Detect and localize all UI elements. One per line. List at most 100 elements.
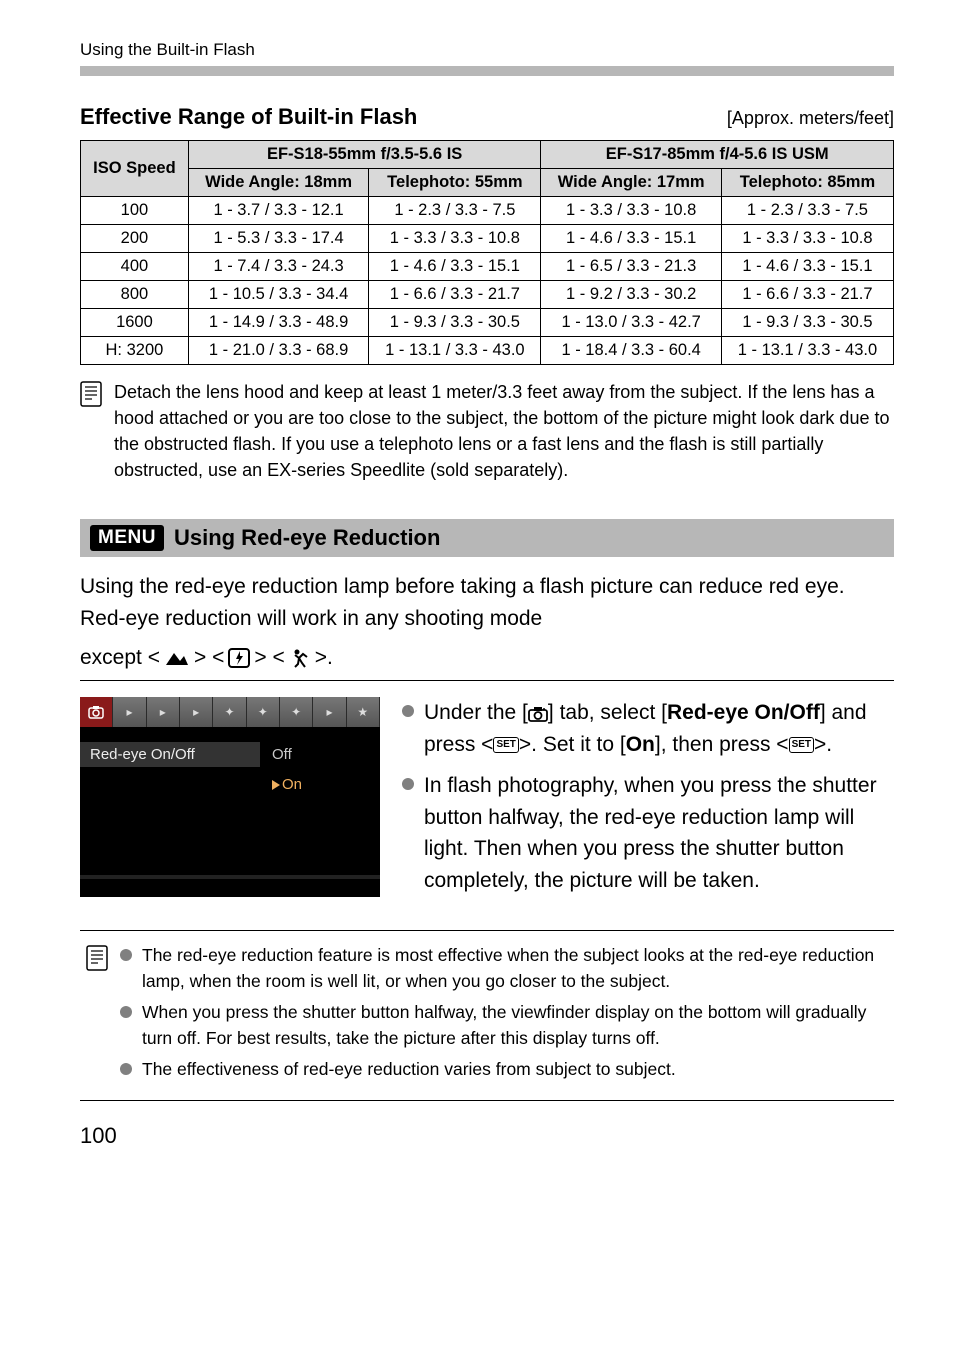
except-line: except < > < > < >. xyxy=(80,646,894,670)
cell: 1 - 4.6 / 3.3 - 15.1 xyxy=(541,225,721,253)
cell: 1 - 13.0 / 3.3 - 42.7 xyxy=(541,309,721,337)
iso-cell: 1600 xyxy=(81,309,189,337)
except-text: > < xyxy=(254,646,284,670)
menu-row: On xyxy=(80,769,380,799)
top-rule xyxy=(80,66,894,76)
cell: 1 - 4.6 / 3.3 - 15.1 xyxy=(369,253,541,281)
cell: 1 - 2.3 / 3.3 - 7.5 xyxy=(721,197,893,225)
redeye-section-bar: MENU Using Red-eye Reduction xyxy=(80,519,894,557)
t: Under the [ xyxy=(424,701,528,724)
iso-cell: 100 xyxy=(81,197,189,225)
bullet-disc-icon xyxy=(402,778,414,790)
camera-menu-screenshot: ▸ ▸ ▸ ✦ ✦ ✦ ▸ ★ Red-eye On/Off Off On xyxy=(80,697,380,897)
flash-off-icon xyxy=(228,648,250,668)
menu-row: Red-eye On/Off Off xyxy=(80,739,380,769)
tab-icon: ▸ xyxy=(113,697,146,727)
cell: 1 - 6.5 / 3.3 - 21.3 xyxy=(541,253,721,281)
cell: 1 - 6.6 / 3.3 - 21.7 xyxy=(369,281,541,309)
menu-badge: MENU xyxy=(90,525,164,551)
cell: 1 - 10.5 / 3.3 - 34.4 xyxy=(188,281,368,309)
table-row: H: 3200 1 - 21.0 / 3.3 - 68.9 1 - 13.1 /… xyxy=(81,337,894,365)
redeye-intro: Using the red-eye reduction lamp before … xyxy=(80,571,894,634)
t: Red-eye On/Off xyxy=(667,701,820,724)
camera-tab-icon xyxy=(528,706,548,722)
menu-spacer xyxy=(80,780,260,788)
iso-cell: 200 xyxy=(81,225,189,253)
sports-icon xyxy=(289,648,311,668)
tab-icon: ▸ xyxy=(313,697,346,727)
t: On xyxy=(626,733,655,756)
cell: 1 - 3.7 / 3.3 - 12.1 xyxy=(188,197,368,225)
footer-note-item: When you press the shutter button halfwa… xyxy=(120,1000,888,1051)
cell: 1 - 7.4 / 3.3 - 24.3 xyxy=(188,253,368,281)
divider xyxy=(80,680,894,681)
tab-icon: ★ xyxy=(347,697,380,727)
menu-option-on-label: On xyxy=(282,776,302,793)
lens1-header: EF-S18-55mm f/3.5-5.6 IS xyxy=(188,141,541,169)
table-row: 200 1 - 5.3 / 3.3 - 17.4 1 - 3.3 / 3.3 -… xyxy=(81,225,894,253)
tab-strip: ▸ ▸ ▸ ✦ ✦ ✦ ▸ ★ xyxy=(80,697,380,727)
except-text: >. xyxy=(315,646,333,670)
set-icon: SET xyxy=(493,737,518,753)
table-row: 800 1 - 10.5 / 3.3 - 34.4 1 - 6.6 / 3.3 … xyxy=(81,281,894,309)
footer-note-item: The red-eye reduction feature is most ef… xyxy=(120,943,888,994)
bullet-item: Under the [ ] tab, select [Red-eye On/Off… xyxy=(402,697,894,760)
bullet-text: In flash photography, when you press the… xyxy=(424,770,894,896)
tab-icon: ✦ xyxy=(213,697,246,727)
lens2-tele: Telephoto: 85mm xyxy=(721,169,893,197)
range-title: Effective Range of Built-in Flash xyxy=(80,104,417,130)
menu-option-on: On xyxy=(260,772,314,797)
set-icon: SET xyxy=(789,737,814,753)
bullet-item: In flash photography, when you press the… xyxy=(402,770,894,896)
tab-icon: ✦ xyxy=(247,697,280,727)
table-row: 1600 1 - 14.9 / 3.3 - 48.9 1 - 9.3 / 3.3… xyxy=(81,309,894,337)
t: >. xyxy=(814,733,832,756)
iso-header: ISO Speed xyxy=(81,141,189,197)
cell: 1 - 5.3 / 3.3 - 17.4 xyxy=(188,225,368,253)
screenshot-bottom-bar xyxy=(80,875,380,879)
redeye-title: Using Red-eye Reduction xyxy=(174,525,440,551)
tab-icon: ▸ xyxy=(147,697,180,727)
landscape-icon xyxy=(164,649,190,667)
bullet-disc-icon xyxy=(402,705,414,717)
t: >. Set it to [ xyxy=(519,733,626,756)
footer-note-item: The effectiveness of red-eye reduction v… xyxy=(120,1057,888,1082)
t: ], then press < xyxy=(655,733,789,756)
cell: 1 - 9.3 / 3.3 - 30.5 xyxy=(721,309,893,337)
iso-cell: 800 xyxy=(81,281,189,309)
cell: 1 - 13.1 / 3.3 - 43.0 xyxy=(721,337,893,365)
footer-note-text: When you press the shutter button halfwa… xyxy=(142,1000,888,1051)
menu-option-off: Off xyxy=(260,742,304,767)
cell: 1 - 21.0 / 3.3 - 68.9 xyxy=(188,337,368,365)
cell: 1 - 3.3 / 3.3 - 10.8 xyxy=(721,225,893,253)
footer-note-text: The red-eye reduction feature is most ef… xyxy=(142,943,888,994)
lens2-wide: Wide Angle: 17mm xyxy=(541,169,721,197)
cell: 1 - 3.3 / 3.3 - 10.8 xyxy=(369,225,541,253)
lens1-tele: Telephoto: 55mm xyxy=(369,169,541,197)
iso-cell: H: 3200 xyxy=(81,337,189,365)
range-units: [Approx. meters/feet] xyxy=(727,108,894,129)
cell: 1 - 2.3 / 3.3 - 7.5 xyxy=(369,197,541,225)
except-text: > < xyxy=(194,646,224,670)
iso-cell: 400 xyxy=(81,253,189,281)
cell: 1 - 18.4 / 3.3 - 60.4 xyxy=(541,337,721,365)
lens2-header: EF-S17-85mm f/4-5.6 IS USM xyxy=(541,141,894,169)
tab-icon: ▸ xyxy=(180,697,213,727)
cell: 1 - 4.6 / 3.3 - 15.1 xyxy=(721,253,893,281)
cell: 1 - 13.1 / 3.3 - 43.0 xyxy=(369,337,541,365)
lens1-wide: Wide Angle: 18mm xyxy=(188,169,368,197)
bullet-disc-icon xyxy=(120,1063,132,1075)
lens-hood-note: Detach the lens hood and keep at least 1… xyxy=(114,379,894,483)
note-icon xyxy=(86,945,108,1088)
except-text: except < xyxy=(80,646,160,670)
tab-icon xyxy=(80,697,113,727)
page-number: 100 xyxy=(80,1123,894,1149)
table-row: 100 1 - 3.7 / 3.3 - 12.1 1 - 2.3 / 3.3 -… xyxy=(81,197,894,225)
t: ] tab, select [ xyxy=(548,701,667,724)
note-icon xyxy=(80,381,102,483)
range-table: ISO Speed EF-S18-55mm f/3.5-5.6 IS EF-S1… xyxy=(80,140,894,365)
cell: 1 - 3.3 / 3.3 - 10.8 xyxy=(541,197,721,225)
cell: 1 - 14.9 / 3.3 - 48.9 xyxy=(188,309,368,337)
cell: 1 - 9.2 / 3.3 - 30.2 xyxy=(541,281,721,309)
menu-item-label: Red-eye On/Off xyxy=(80,742,260,767)
